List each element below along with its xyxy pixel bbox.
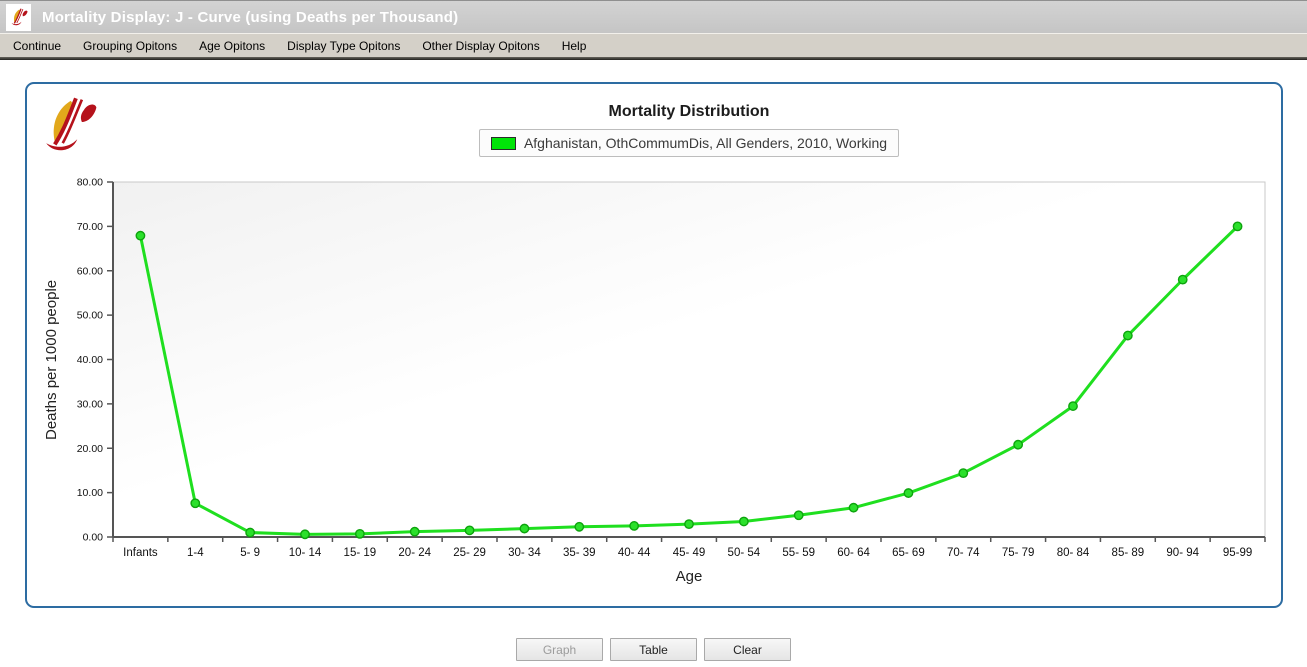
graph-button[interactable]: Graph <box>516 638 603 661</box>
data-point <box>245 527 256 538</box>
chart-title: Mortality Distribution <box>608 103 770 120</box>
menu-continue[interactable]: Continue <box>13 38 62 53</box>
window-title-bar: Mortality Display: J - Curve (using Deat… <box>0 0 1307 33</box>
data-point <box>1122 330 1133 341</box>
data-point <box>464 525 475 536</box>
data-point <box>1177 274 1188 285</box>
y-tick-label: 30.00 <box>77 398 103 410</box>
x-tick-label: 40- 44 <box>618 547 651 559</box>
x-tick-label: 35- 39 <box>563 547 596 559</box>
data-point <box>135 230 146 241</box>
x-tick-label: 1-4 <box>187 547 204 559</box>
data-point <box>958 468 969 478</box>
data-point <box>1068 401 1078 411</box>
data-point <box>903 488 914 498</box>
data-point <box>354 528 365 539</box>
menu-bar-divider <box>0 57 1307 60</box>
menu-age-options[interactable]: Age Opitons <box>199 38 266 53</box>
data-point <box>848 502 859 513</box>
flame-logo-icon <box>6 3 31 31</box>
x-tick-label: 70- 74 <box>947 547 980 559</box>
legend-swatch <box>490 136 516 150</box>
legend-box: Afghanistan, OthCommumDis, All Genders, … <box>478 129 900 157</box>
clear-button[interactable]: Clear <box>704 638 791 661</box>
flame-logo-icon-glyph <box>11 7 28 25</box>
y-tick-label: 60.00 <box>77 265 103 277</box>
x-tick-label: 50- 54 <box>728 547 761 559</box>
x-tick-label: 5- 9 <box>240 547 260 559</box>
data-point <box>574 521 585 532</box>
y-tick-label: 50.00 <box>77 310 103 322</box>
legend-row: Afghanistan, OthCommumDis, All Genders, … <box>113 129 1265 157</box>
x-tick-label: 15- 19 <box>344 547 377 559</box>
x-tick-label: 25- 29 <box>453 547 486 559</box>
x-tick-label: 10- 14 <box>289 547 322 559</box>
y-tick-label: 70.00 <box>77 221 103 233</box>
y-tick-label: 80.00 <box>77 177 103 189</box>
x-tick-label: 65- 69 <box>892 547 925 559</box>
menu-other-display-options[interactable]: Other Display Opitons <box>422 38 540 53</box>
menu-bar: Continue Grouping Opitons Age Opitons Di… <box>0 33 1307 57</box>
x-tick-label: 60- 64 <box>837 547 870 559</box>
flame-logo-glyph <box>46 97 97 151</box>
data-point <box>1232 221 1243 232</box>
data-point <box>409 526 420 537</box>
menu-help[interactable]: Help <box>561 38 587 53</box>
x-tick-label: 75- 79 <box>1002 547 1035 559</box>
y-tick-label: 10.00 <box>77 487 103 499</box>
data-point <box>793 510 804 521</box>
x-tick-label: 90- 94 <box>1166 547 1199 559</box>
x-tick-label: 85- 89 <box>1112 547 1145 559</box>
mortality-line-chart: 0.00 10.00 20.00 30.00 40.00 50.00 60.00 70.00 8… <box>77 177 1266 559</box>
table-button[interactable]: Table <box>610 638 697 661</box>
y-tick-label: 40.00 <box>77 354 103 366</box>
data-point <box>300 529 310 540</box>
x-tick-label: 20- 24 <box>398 547 431 559</box>
x-tick-label: 30- 34 <box>508 547 541 559</box>
plot-area <box>112 181 1266 538</box>
x-tick-label: 45- 49 <box>673 547 706 559</box>
footer-button-row: Graph Table Clear <box>0 638 1307 661</box>
x-tick-label: 55- 59 <box>782 547 815 559</box>
x-tick-label: 95-99 <box>1223 547 1252 559</box>
data-point <box>738 516 749 527</box>
data-point <box>684 519 694 530</box>
menu-grouping-options[interactable]: Grouping Opitons <box>83 38 178 53</box>
menu-display-type-options[interactable]: Display Type Opitons <box>287 38 401 53</box>
legend-label: Afghanistan, OthCommumDis, All Genders, … <box>523 135 888 151</box>
data-point <box>1013 439 1024 450</box>
data-point <box>519 523 530 534</box>
x-axis-title: Age <box>675 568 703 585</box>
x-tick-label: Infants <box>123 547 158 559</box>
chart-panel: Mortality Distribution Afghanistan, OthC… <box>25 82 1283 608</box>
data-point <box>190 498 201 509</box>
flame-logo <box>35 92 101 160</box>
y-tick-label: 20.00 <box>77 443 103 455</box>
data-point <box>629 521 640 531</box>
x-tick-label: 80- 84 <box>1057 547 1090 559</box>
window-title: Mortality Display: J - Curve (using Deat… <box>42 8 459 26</box>
y-tick-label: 0.00 <box>83 532 104 544</box>
